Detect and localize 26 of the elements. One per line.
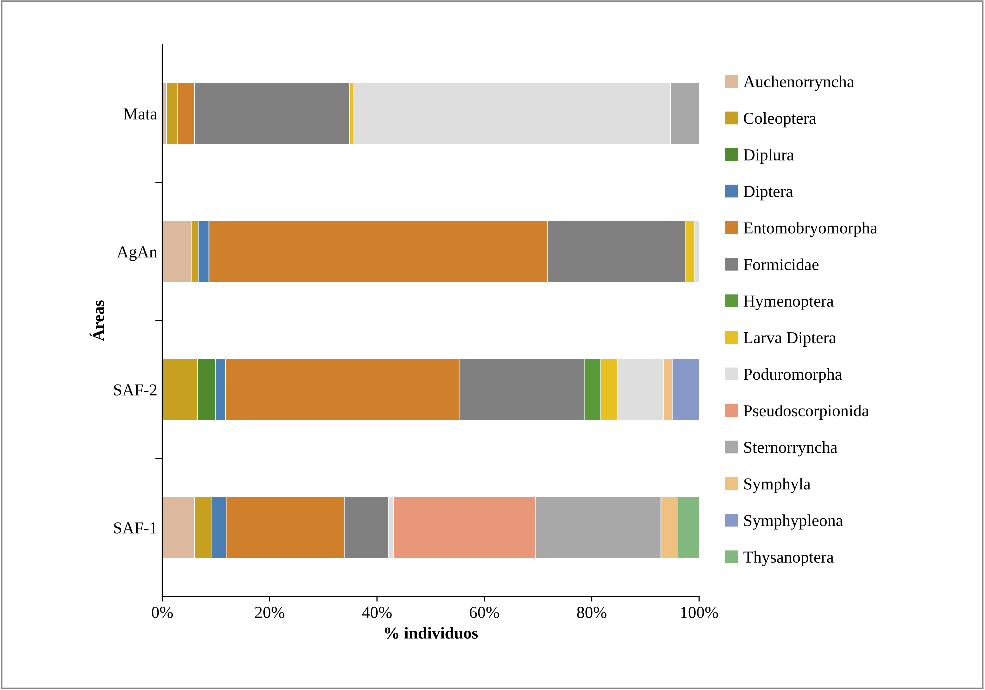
legend-label: Coleoptera [744,112,816,128]
x-axis-title: % individuos [385,627,478,640]
x-tick-label: 80% [577,607,607,618]
x-tick-label: 0% [152,607,174,618]
x-tick-label: 20% [255,607,285,618]
legend-label: Thysanoptera [744,551,834,566]
legend-label: Symphypleona [744,514,844,530]
legend-label: Symphyla [744,478,811,494]
legend-label: Auchenorryncha [744,76,854,92]
legend-label: Formicidae [744,258,819,270]
legend-label: Diplura [744,149,794,164]
legend-label: Hymenoptera [744,296,834,310]
legend-label: Entomobryomorpha [744,222,878,238]
y-axis-title: Áreas [90,300,104,342]
x-tick-label: 100% [681,607,718,618]
x-tick-label: 60% [470,607,500,618]
y-tick-label: Mata [124,108,158,120]
y-tick-label: AgAn [117,246,158,262]
y-tick-label: SAF-2 [114,384,157,396]
legend-label: Poduromorpha [744,368,842,384]
legend-label: Diptera [744,186,794,201]
y-tick-label: SAF-1 [114,522,157,534]
legend-label: Sternorryncha [744,441,838,457]
legend-label: Larva Diptera [744,332,836,347]
x-tick-label: 40% [362,607,392,618]
legend-label: Pseudoscorpionida [744,404,870,420]
